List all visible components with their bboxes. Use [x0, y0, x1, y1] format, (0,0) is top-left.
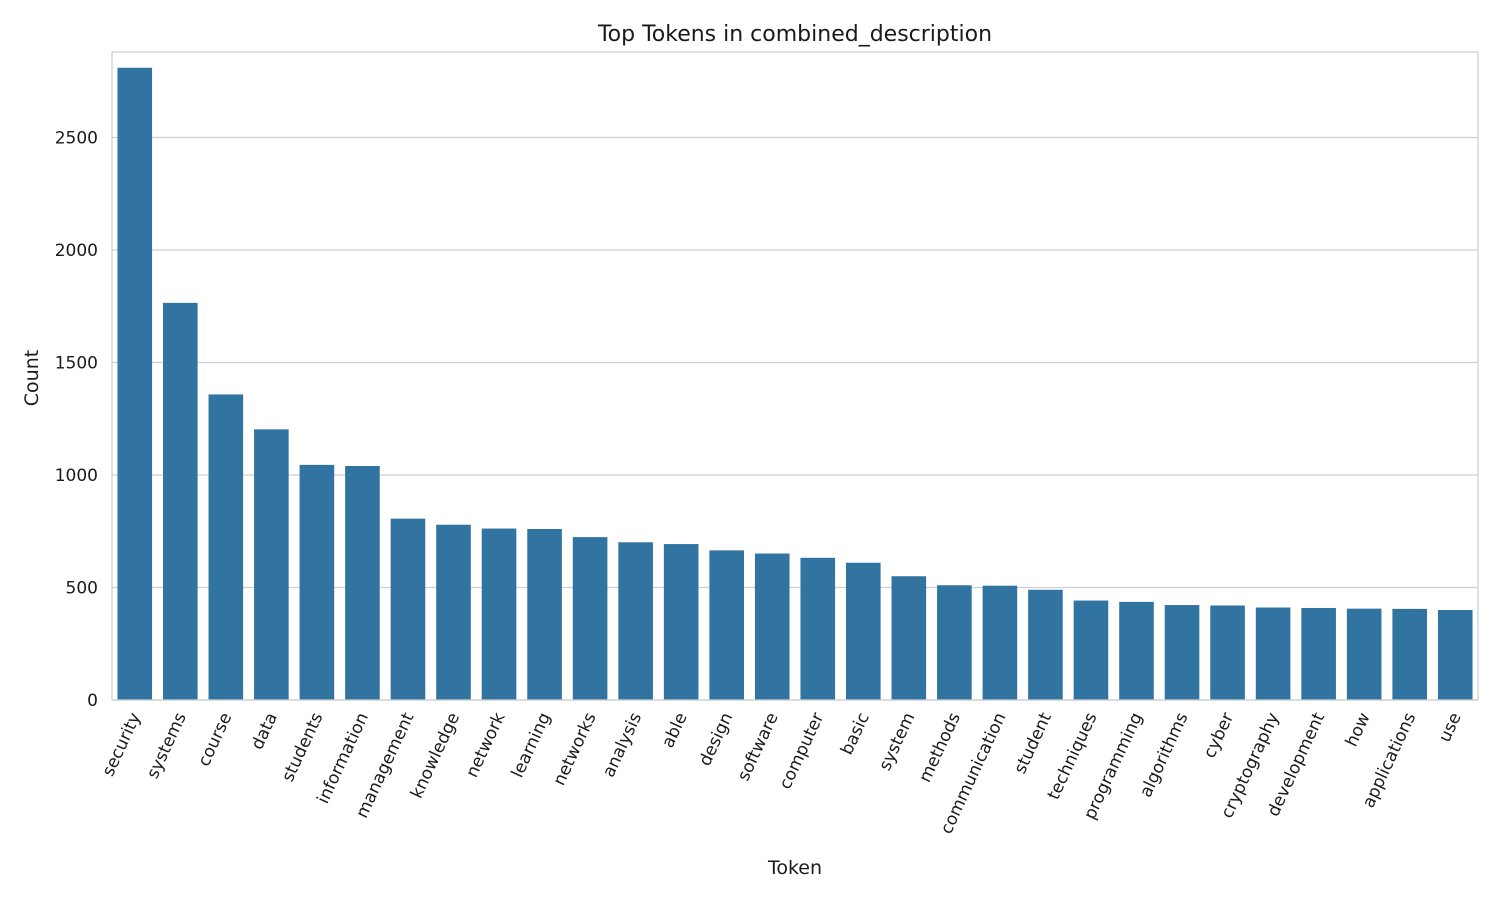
bar-methods	[937, 585, 972, 700]
chart-title: Top Tokens in combined_description	[597, 22, 992, 47]
bar-algorithms	[1164, 605, 1200, 700]
bar-analysis	[618, 542, 653, 700]
plot-frame	[111, 51, 1479, 701]
bar-knowledge	[436, 524, 471, 700]
x-tick-label: methods	[915, 710, 965, 786]
y-tick-labels: 0 500 1000 1500 2000 2500	[55, 129, 98, 712]
bar-communication	[982, 585, 1018, 700]
bar-information	[345, 466, 380, 700]
bar-course	[208, 394, 244, 700]
x-tick-label: system	[875, 710, 919, 774]
x-tick-label: how	[1342, 710, 1375, 750]
bar-system	[891, 576, 927, 700]
bar-data	[254, 429, 289, 700]
x-tick-label: networks	[550, 710, 601, 789]
bar-security	[117, 67, 153, 700]
bars	[117, 67, 1473, 700]
x-tick-label: software	[734, 710, 783, 785]
bar-programming	[1119, 601, 1154, 700]
bar-applications	[1392, 608, 1428, 700]
bar-management	[390, 518, 426, 700]
y-tick-label: 1500	[55, 354, 98, 374]
x-tick-label: able	[658, 710, 692, 751]
y-tick-label: 1000	[55, 466, 98, 486]
x-tick-label: use	[1435, 710, 1466, 746]
bar-computer	[800, 557, 836, 700]
bar-how	[1346, 608, 1382, 700]
x-tick-label: computer	[776, 710, 829, 793]
x-tick-label: students	[278, 710, 327, 786]
bar-systems	[162, 302, 198, 700]
x-axis-label: Token	[767, 857, 822, 879]
y-tick-label: 500	[66, 579, 98, 599]
bar-students	[299, 464, 335, 700]
x-tick-label: analysis	[599, 710, 646, 781]
bar-learning	[527, 529, 562, 700]
x-tick-label: basic	[837, 710, 874, 758]
bar-cryptography	[1255, 607, 1291, 700]
bar-basic	[845, 562, 881, 700]
x-tick-label: course	[194, 710, 236, 770]
y-tick-label: 2000	[55, 241, 98, 261]
bar-network	[481, 528, 517, 700]
x-tick-label: student	[1010, 709, 1056, 777]
bar-student	[1028, 589, 1063, 700]
x-tick-label: network	[462, 710, 509, 781]
x-tick-label: learning	[508, 710, 555, 781]
bar-cyber	[1210, 605, 1245, 700]
bar-techniques	[1073, 600, 1109, 700]
y-tick-label: 2500	[55, 129, 98, 149]
x-tick-label: cyber	[1200, 710, 1238, 762]
bar-use	[1437, 610, 1473, 700]
bar-development	[1301, 607, 1336, 700]
bar-able	[663, 544, 699, 700]
x-tick-label: systems	[143, 710, 191, 782]
bar-software	[754, 553, 790, 700]
y-axis-label: Count	[21, 350, 43, 406]
bar-design	[709, 550, 745, 700]
bar-networks	[572, 537, 608, 700]
y-tick-label: 0	[87, 691, 98, 711]
x-tick-label: design	[695, 710, 737, 770]
x-tick-label: security	[98, 710, 145, 780]
x-tick-label: data	[248, 710, 282, 753]
